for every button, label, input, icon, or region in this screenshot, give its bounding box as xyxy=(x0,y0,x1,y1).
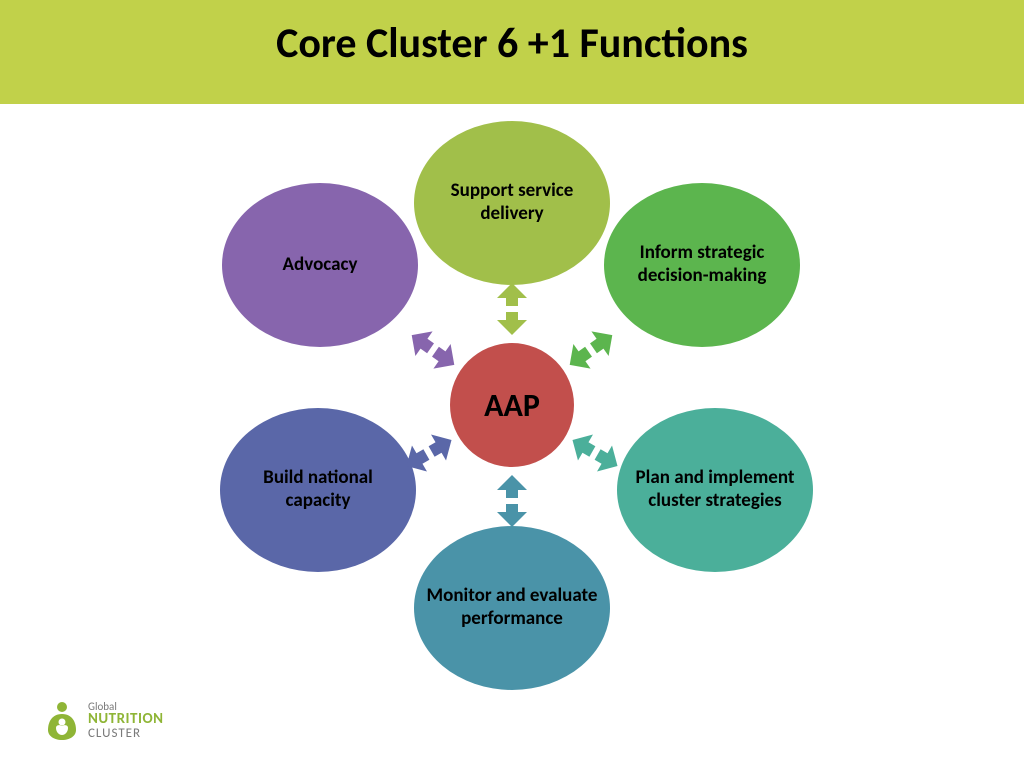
function-node-5: Advocacy xyxy=(222,183,418,347)
center-hub: AAP xyxy=(450,343,574,467)
logo-line2: NUTRITION xyxy=(88,712,164,727)
function-node-3: Monitor and evaluate performance xyxy=(414,526,610,690)
logo-line3: CLUSTER xyxy=(88,727,164,740)
gnc-logo: Global NUTRITION CLUSTER xyxy=(42,700,164,740)
function-node-0: Support service delivery xyxy=(414,121,610,285)
function-node-4: Build national capacity xyxy=(220,408,416,572)
cluster-functions-diagram: Support service deliveryInform strategic… xyxy=(0,0,1024,768)
gnc-logo-icon xyxy=(42,700,82,740)
connector-arrow-0 xyxy=(492,273,532,345)
function-node-1: Inform strategic decision-making xyxy=(604,183,800,347)
function-node-2: Plan and implement cluster strategies xyxy=(617,408,813,572)
connector-arrow-3 xyxy=(492,465,532,537)
gnc-logo-text: Global NUTRITION CLUSTER xyxy=(88,701,164,740)
